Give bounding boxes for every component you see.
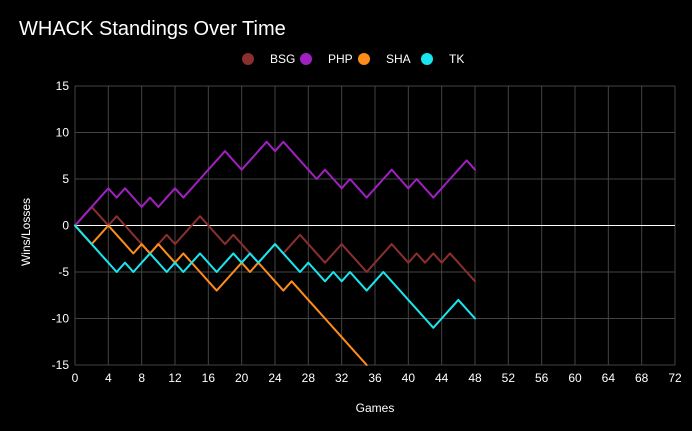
x-tick-label: 8 xyxy=(138,371,145,385)
x-tick-label: 48 xyxy=(468,371,482,385)
series-line-tk xyxy=(74,224,476,329)
x-tick-label: 68 xyxy=(635,371,649,385)
x-tick-label: 40 xyxy=(402,371,416,385)
x-axis-ticks: 0 4 8 12 16 20 24 28 32 36 40 44 48 52 56 60 64 68 72 xyxy=(72,371,682,385)
y-axis-ticks: 15 10 5 0 -5 -10 -15 xyxy=(52,79,70,372)
y-tick-label: 15 xyxy=(56,79,70,93)
x-tick-label: 16 xyxy=(202,371,216,385)
series-line-php xyxy=(74,140,476,227)
x-tick-label: 32 xyxy=(335,371,349,385)
legend-item-bsg[interactable]: BSG xyxy=(242,52,295,66)
legend-label: TK xyxy=(449,52,464,66)
legend-label: BSG xyxy=(270,52,295,66)
x-tick-label: 72 xyxy=(668,371,682,385)
x-tick-label: 60 xyxy=(568,371,582,385)
legend-label: SHA xyxy=(386,52,411,66)
x-tick-label: 12 xyxy=(168,371,182,385)
y-tick-label: -15 xyxy=(52,358,70,372)
y-tick-label: -10 xyxy=(52,312,70,326)
y-tick-label: 5 xyxy=(62,172,69,186)
x-tick-label: 24 xyxy=(268,371,282,385)
x-tick-label: 20 xyxy=(235,371,249,385)
legend-item-sha[interactable]: SHA xyxy=(358,52,411,66)
x-tick-label: 0 xyxy=(72,371,79,385)
x-tick-label: 64 xyxy=(602,371,616,385)
legend-item-php[interactable]: PHP xyxy=(300,52,353,66)
x-tick-label: 36 xyxy=(368,371,382,385)
x-tick-label: 4 xyxy=(105,371,112,385)
legend-marker-bsg xyxy=(242,53,254,65)
legend-marker-php xyxy=(300,53,312,65)
x-axis-label: Games xyxy=(356,401,395,415)
x-tick-label: 28 xyxy=(302,371,316,385)
legend-marker-tk xyxy=(421,53,433,65)
legend: BSG PHP SHA TK xyxy=(242,52,464,66)
y-tick-label: -5 xyxy=(58,265,69,279)
series-lines xyxy=(74,140,476,366)
legend-marker-sha xyxy=(358,53,370,65)
series-line-sha xyxy=(74,224,368,366)
y-axis-label: Wins/Losses xyxy=(19,198,33,266)
x-tick-label: 44 xyxy=(435,371,449,385)
x-tick-label: 56 xyxy=(535,371,549,385)
legend-label: PHP xyxy=(328,52,353,66)
y-tick-label: 0 xyxy=(62,219,69,233)
x-tick-label: 52 xyxy=(502,371,516,385)
y-tick-label: 10 xyxy=(56,126,70,140)
chart-title: WHACK Standings Over Time xyxy=(19,18,286,40)
legend-item-tk[interactable]: TK xyxy=(421,52,464,66)
